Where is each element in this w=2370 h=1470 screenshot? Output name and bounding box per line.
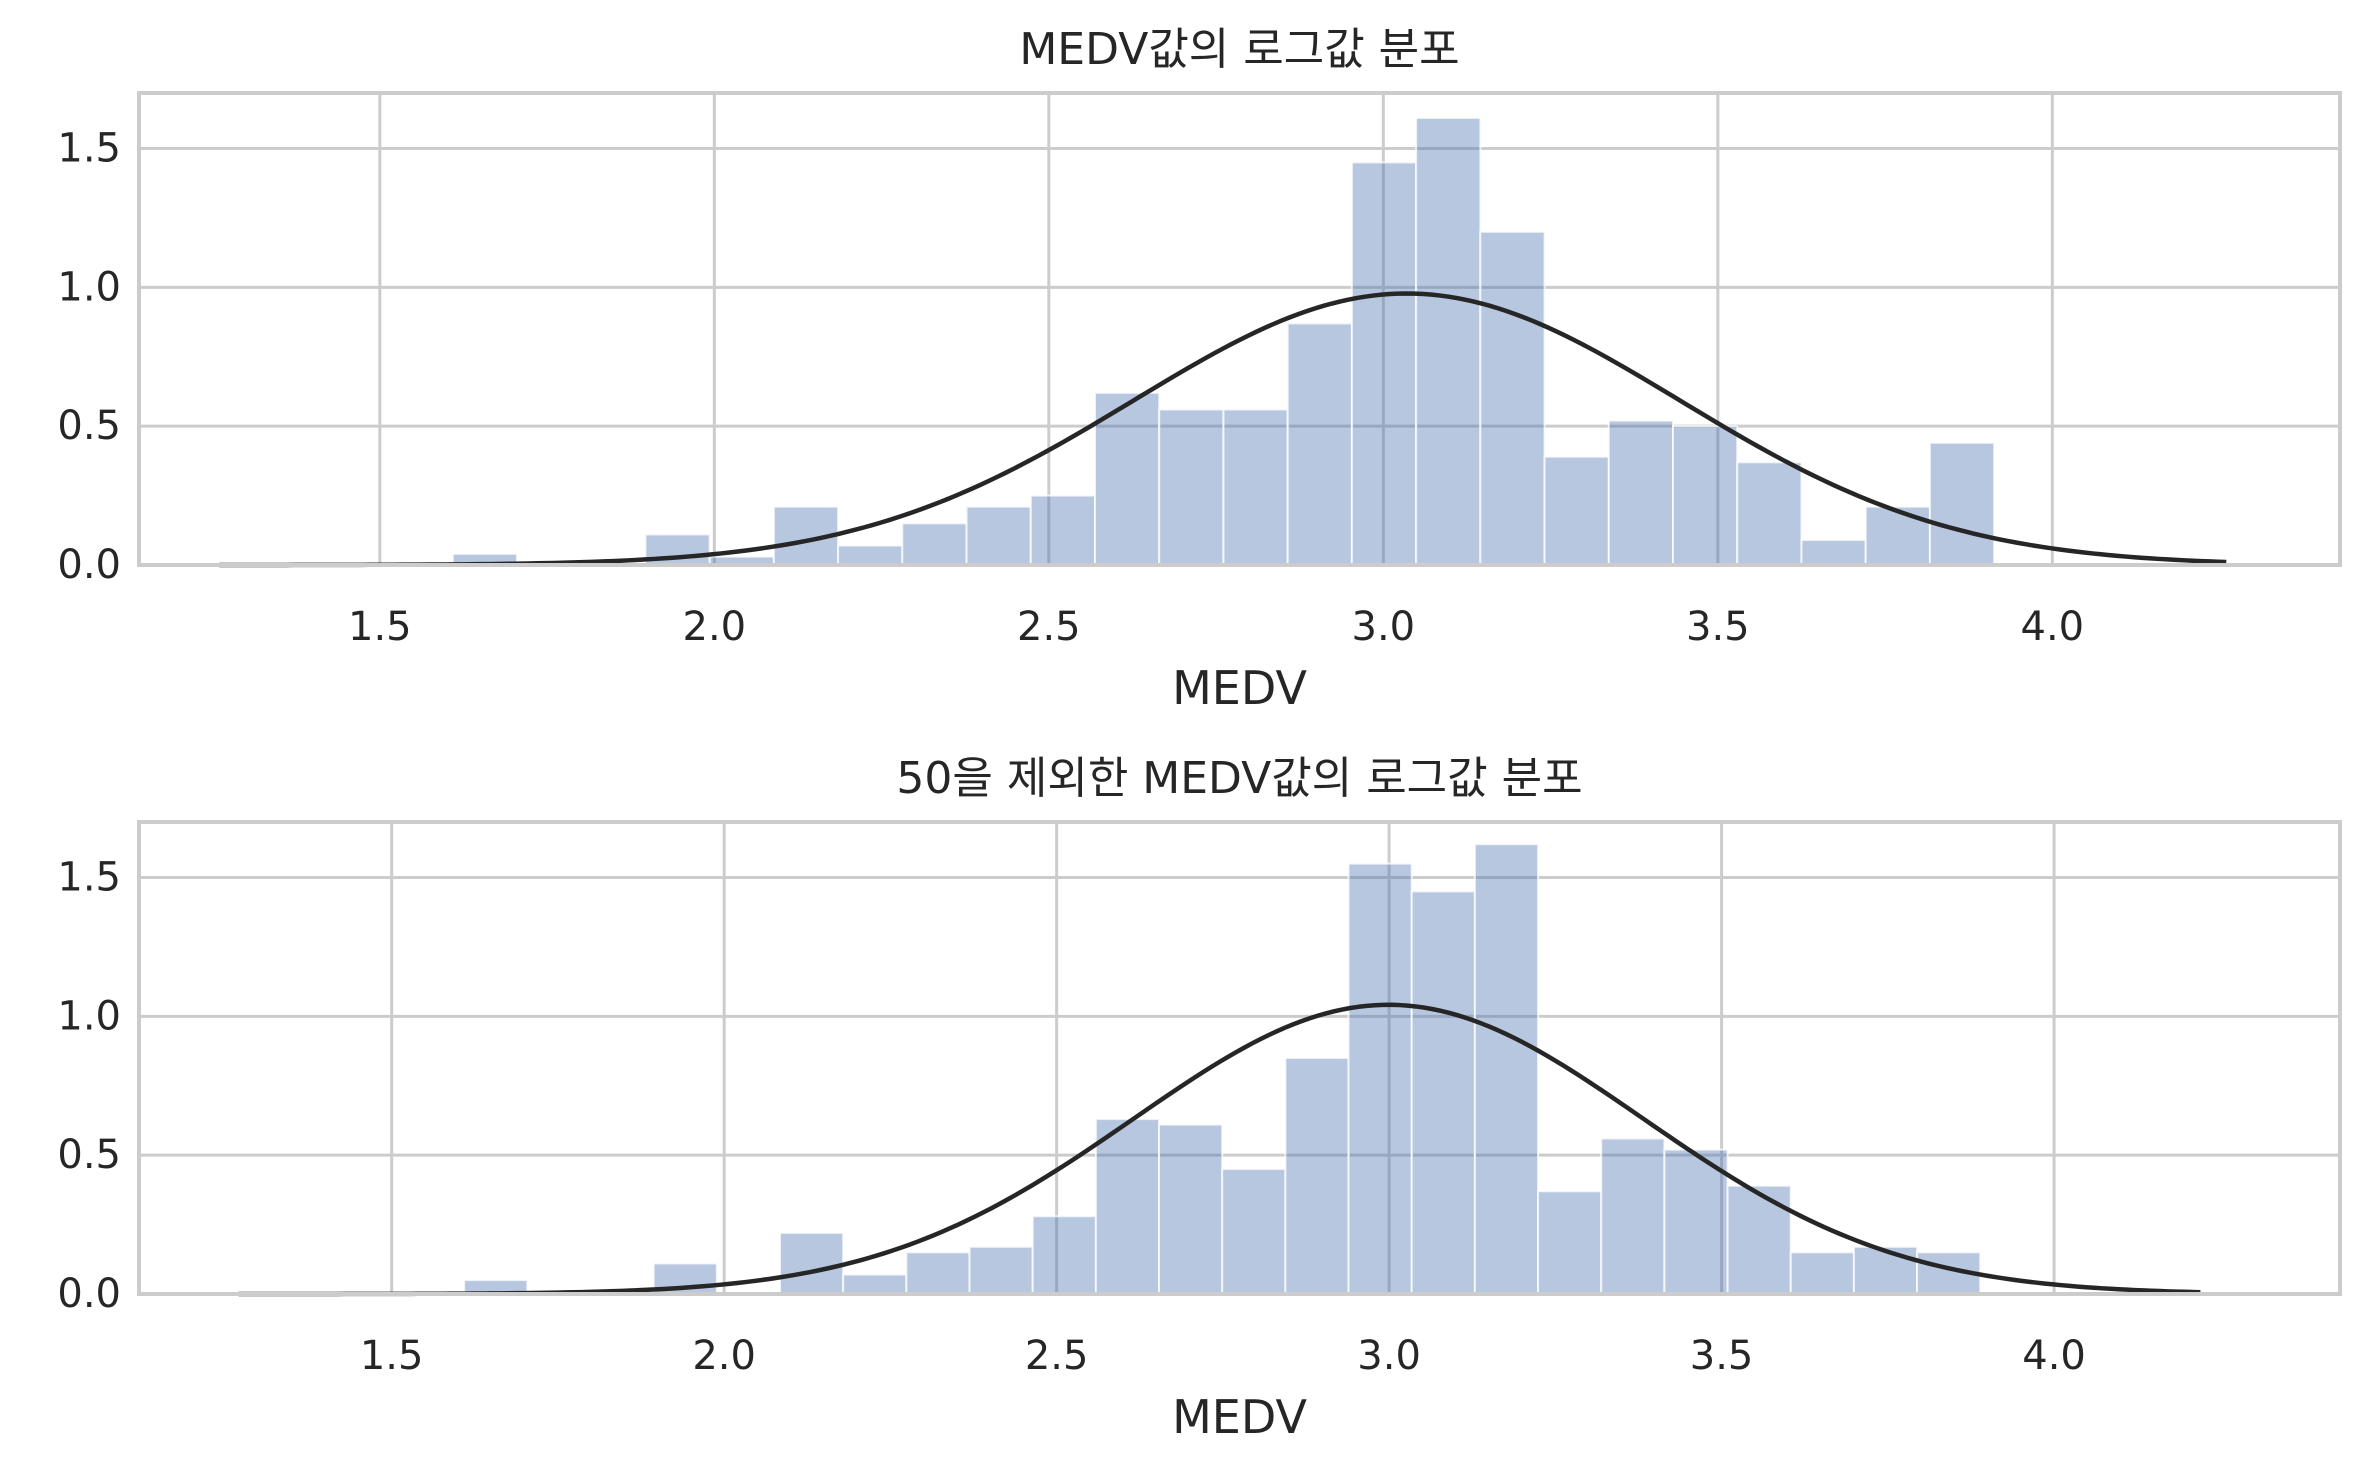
histogram-subplot-excluding-50: 1.5 2.0 2.5 3.0 3.5 4.0 0.0 0.5 1.0 1.5 50을 제외한 ME… bbox=[57, 753, 2342, 1444]
x-axis-label: MEDV bbox=[1172, 661, 1307, 715]
histogram-bar bbox=[1607, 419, 1675, 566]
chart-title: MEDV값의 로그값 분포 bbox=[1019, 24, 1459, 75]
histogram-bar bbox=[1864, 505, 1931, 567]
normal-fit-curve bbox=[219, 291, 2227, 568]
x-tick-label: 1.5 bbox=[360, 1333, 424, 1379]
histogram-bar bbox=[1094, 1118, 1161, 1296]
y-tick-label: 1.0 bbox=[57, 264, 121, 310]
histogram-bar bbox=[968, 1245, 1034, 1296]
histogram-bar bbox=[1158, 1123, 1224, 1295]
histogram-bar bbox=[1415, 116, 1482, 567]
histogram-bar bbox=[1726, 1184, 1792, 1296]
histogram-bar bbox=[1222, 408, 1289, 566]
x-tick-label: 4.0 bbox=[2021, 604, 2085, 650]
x-tick-label: 3.0 bbox=[1357, 1333, 1421, 1379]
histogram-bar bbox=[1736, 461, 1803, 567]
axes-frame bbox=[137, 820, 2342, 1296]
x-tick-label: 3.0 bbox=[1352, 604, 1416, 650]
histogram-bar bbox=[1286, 322, 1353, 566]
histogram-bar bbox=[779, 1231, 845, 1295]
x-tick-label: 2.0 bbox=[692, 1333, 756, 1379]
x-tick-label: 3.5 bbox=[1690, 1333, 1754, 1379]
x-tick-label: 3.5 bbox=[1686, 604, 1750, 650]
y-tick-label: 1.0 bbox=[57, 993, 121, 1039]
histogram-bar bbox=[1410, 890, 1476, 1295]
y-tick-label: 0.0 bbox=[57, 542, 121, 588]
histogram-bar bbox=[1600, 1137, 1666, 1296]
histogram-bar bbox=[1852, 1245, 1919, 1296]
x-axis-label: MEDV bbox=[1172, 1390, 1307, 1444]
y-tick-label: 1.5 bbox=[57, 855, 121, 901]
histogram-bar bbox=[905, 1251, 971, 1295]
histogram-subplot-full: 1.5 2.0 2.5 3.0 3.5 4.0 0.0 0.5 1.0 1.5 MEDV값의 로그값… bbox=[57, 24, 2342, 715]
histogram-bar bbox=[1350, 161, 1418, 566]
y-tick-label: 0.5 bbox=[57, 403, 121, 449]
histogram-bar bbox=[1221, 1168, 1287, 1296]
histogram-bar bbox=[1537, 1190, 1603, 1296]
y-tick-label: 0.5 bbox=[57, 1132, 121, 1178]
histogram-bar bbox=[842, 1273, 908, 1295]
histogram-bar bbox=[1473, 843, 1540, 1296]
x-tick-label: 4.0 bbox=[2022, 1333, 2086, 1379]
histogram-bar bbox=[1928, 441, 1996, 566]
chart-title: 50을 제외한 MEDV값의 로그값 분포 bbox=[896, 753, 1582, 804]
histogram-bar bbox=[1543, 455, 1610, 567]
x-tick-label: 2.5 bbox=[1017, 604, 1081, 650]
histogram-bar bbox=[837, 544, 904, 566]
histogram-bar bbox=[965, 505, 1032, 567]
x-tick-label: 2.5 bbox=[1025, 1333, 1089, 1379]
histogram-bar bbox=[1029, 494, 1096, 566]
x-tick-label: 1.5 bbox=[348, 604, 412, 650]
y-tick-label: 0.0 bbox=[57, 1271, 121, 1317]
histogram-bar bbox=[1672, 425, 1739, 567]
histogram-bar bbox=[1789, 1251, 1855, 1295]
histogram-bar bbox=[901, 522, 968, 567]
histogram-bar bbox=[1031, 1215, 1097, 1295]
histogram-bar bbox=[1158, 408, 1225, 566]
axes-frame bbox=[137, 91, 2342, 567]
x-tick-label: 2.0 bbox=[683, 604, 747, 650]
histogram-bar bbox=[1800, 539, 1867, 567]
histogram-bar bbox=[1479, 230, 1546, 567]
histogram-bar bbox=[1347, 862, 1413, 1295]
y-tick-label: 1.5 bbox=[57, 126, 121, 172]
histogram-bar bbox=[1284, 1057, 1350, 1295]
